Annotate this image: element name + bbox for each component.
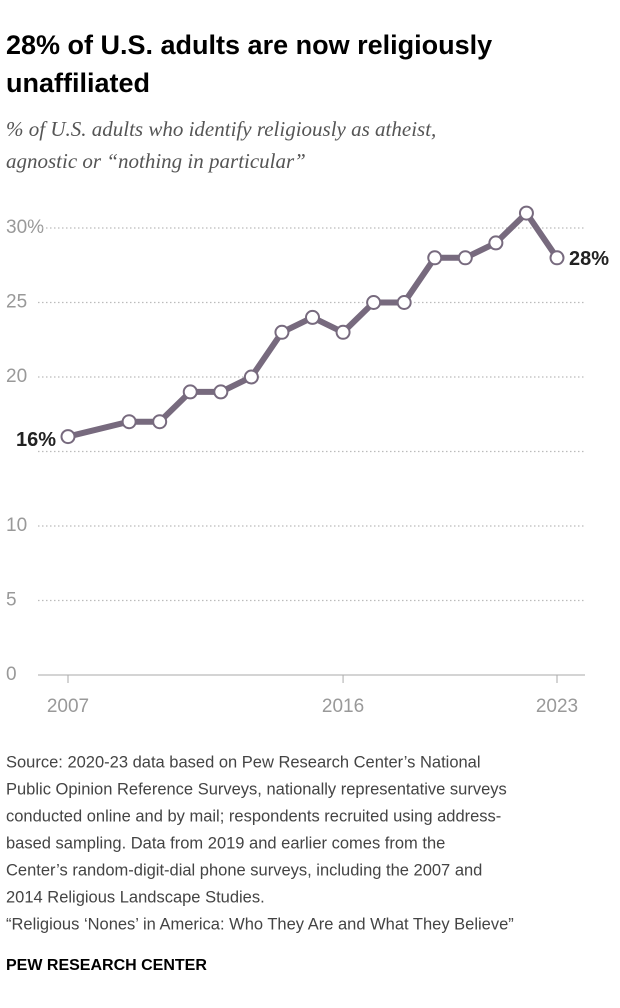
data-point: [243, 369, 259, 385]
brand: PEW RESEARCH CENTER: [6, 957, 207, 974]
x-tick-label: 2007: [47, 696, 89, 717]
y-tick-label: 25: [6, 292, 27, 313]
source-note: Source: 2020-23 data based on Pew Resear…: [6, 753, 481, 771]
data-point: [427, 250, 443, 266]
value-label: 16%: [16, 429, 56, 451]
data-point: [274, 324, 290, 340]
data-point: [152, 414, 168, 430]
data-point: [457, 250, 473, 266]
source-note: Public Opinion Reference Surveys, nation…: [6, 780, 507, 798]
data-point: [366, 295, 382, 310]
value-label: 28%: [569, 248, 609, 270]
chart-title: 28% of U.S. adults are now religiously: [6, 30, 492, 60]
source-note: based sampling. Data from 2019 and earli…: [6, 834, 445, 852]
y-tick-label: 5: [6, 590, 17, 611]
data-point: [182, 384, 198, 400]
data-point: [518, 205, 534, 221]
source-note: 2014 Religious Landscape Studies.: [6, 888, 265, 906]
chart-subtitle: % of U.S. adults who identify religiousl…: [6, 117, 436, 141]
data-point: [305, 309, 320, 325]
source-note: Center’s random-digit-dial phone surveys…: [6, 861, 482, 879]
y-tick-label: 10: [6, 515, 27, 536]
chart-subtitle: agnostic or “nothing in particular”: [6, 149, 306, 173]
source-note: conducted online and by mail; respondent…: [6, 807, 501, 825]
x-tick-label: 2016: [322, 696, 364, 717]
y-tick-label: 30%: [6, 217, 44, 238]
data-point: [396, 295, 412, 310]
source-note: “Religious ‘Nones’ in America: Who They …: [6, 915, 514, 933]
data-point: [335, 324, 351, 340]
x-tick-label: 2023: [536, 696, 578, 717]
y-tick-label: 0: [6, 664, 17, 685]
data-point: [60, 429, 76, 445]
data-point: [213, 384, 229, 400]
data-line: [67, 210, 560, 440]
chart-title: unaffiliated: [6, 68, 150, 98]
data-point: [549, 250, 565, 266]
y-tick-label: 20: [6, 366, 27, 387]
data-point: [121, 414, 137, 430]
data-point: [488, 235, 504, 251]
